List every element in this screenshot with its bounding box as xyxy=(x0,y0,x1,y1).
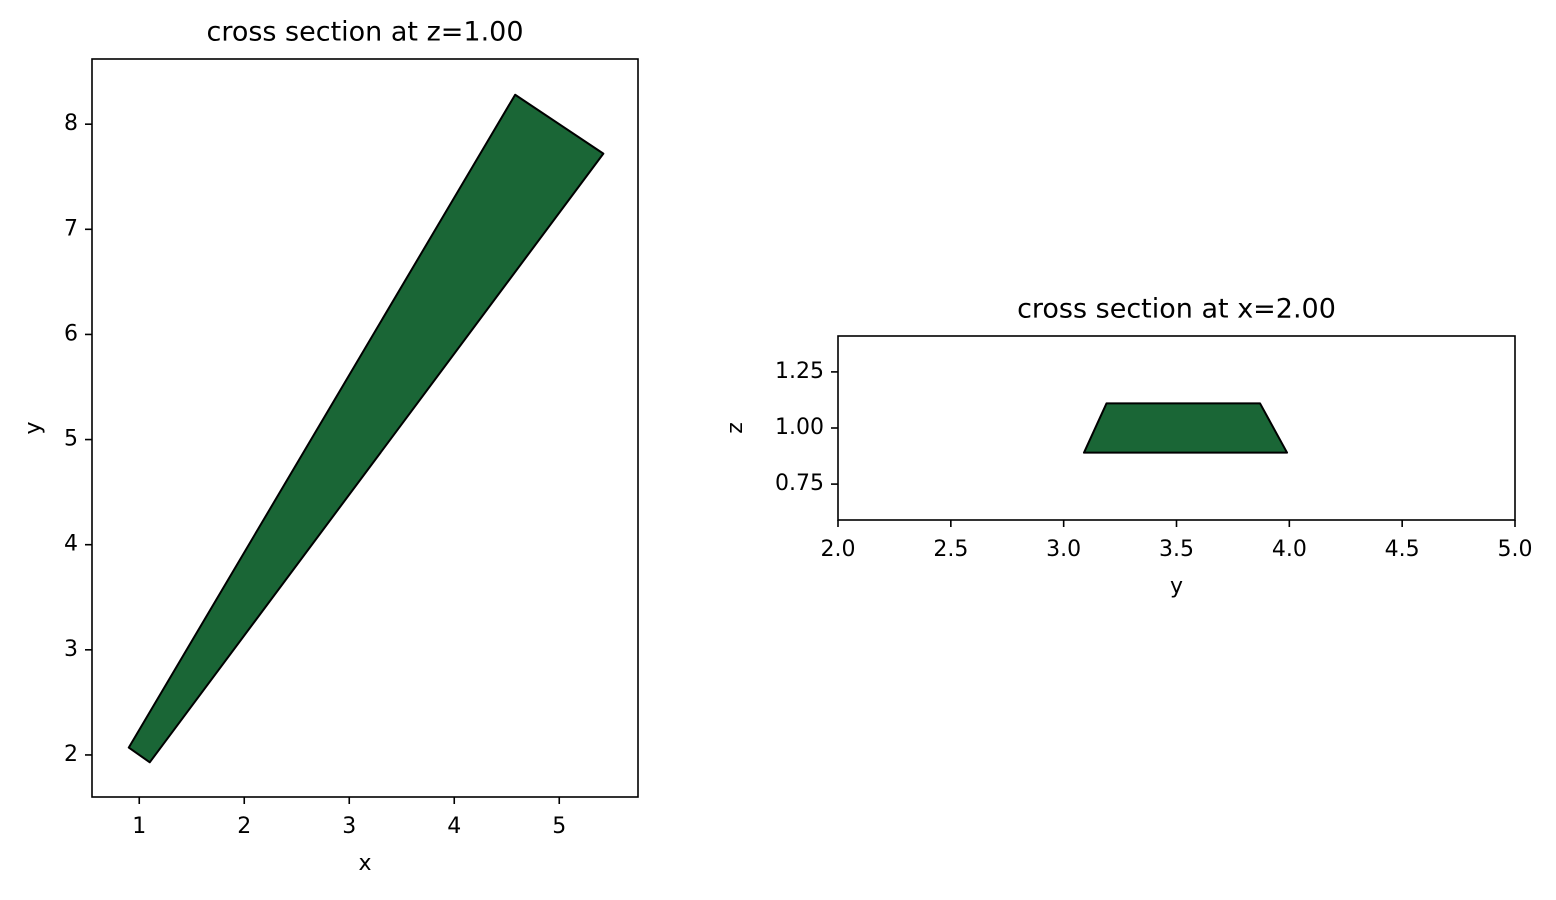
y-tick-label: 5 xyxy=(64,427,78,452)
x-tick-label: 3.0 xyxy=(1046,537,1081,562)
y-tick-label: 8 xyxy=(64,111,78,136)
y-tick-label: 0.75 xyxy=(775,471,824,496)
x-tick-label: 5 xyxy=(552,814,566,839)
y-tick-label: 4 xyxy=(64,532,78,557)
y-axis-label: y xyxy=(21,421,46,434)
x-axis-label: y xyxy=(1170,574,1183,599)
chart-title: cross section at z=1.00 xyxy=(206,17,523,48)
x-tick-label: 3.5 xyxy=(1159,537,1194,562)
x-tick-label: 2.5 xyxy=(933,537,968,562)
x-axis-label: x xyxy=(358,851,371,876)
x-tick-label: 1 xyxy=(132,814,146,839)
x-tick-label: 5.0 xyxy=(1498,537,1533,562)
x-tick-label: 2.0 xyxy=(821,537,856,562)
x-tick-label: 2 xyxy=(237,814,251,839)
axes-frame xyxy=(91,58,639,798)
y-tick-label: 1.25 xyxy=(775,359,824,384)
y-tick-label: 3 xyxy=(64,637,78,662)
chart-title: cross section at x=2.00 xyxy=(1017,294,1336,325)
x-tick-label: 4.5 xyxy=(1385,537,1420,562)
x-tick-label: 3 xyxy=(342,814,356,839)
x-tick-label: 4 xyxy=(447,814,461,839)
x-tick-label: 4.0 xyxy=(1272,537,1307,562)
y-tick-label: 2 xyxy=(64,742,78,767)
y-tick-label: 7 xyxy=(64,216,78,241)
y-axis-label: z xyxy=(723,422,748,434)
y-tick-label: 6 xyxy=(64,321,78,346)
cross-section-polygon xyxy=(127,93,605,764)
y-tick-label: 1.00 xyxy=(775,415,824,440)
cross-section-polygon xyxy=(1082,402,1289,454)
